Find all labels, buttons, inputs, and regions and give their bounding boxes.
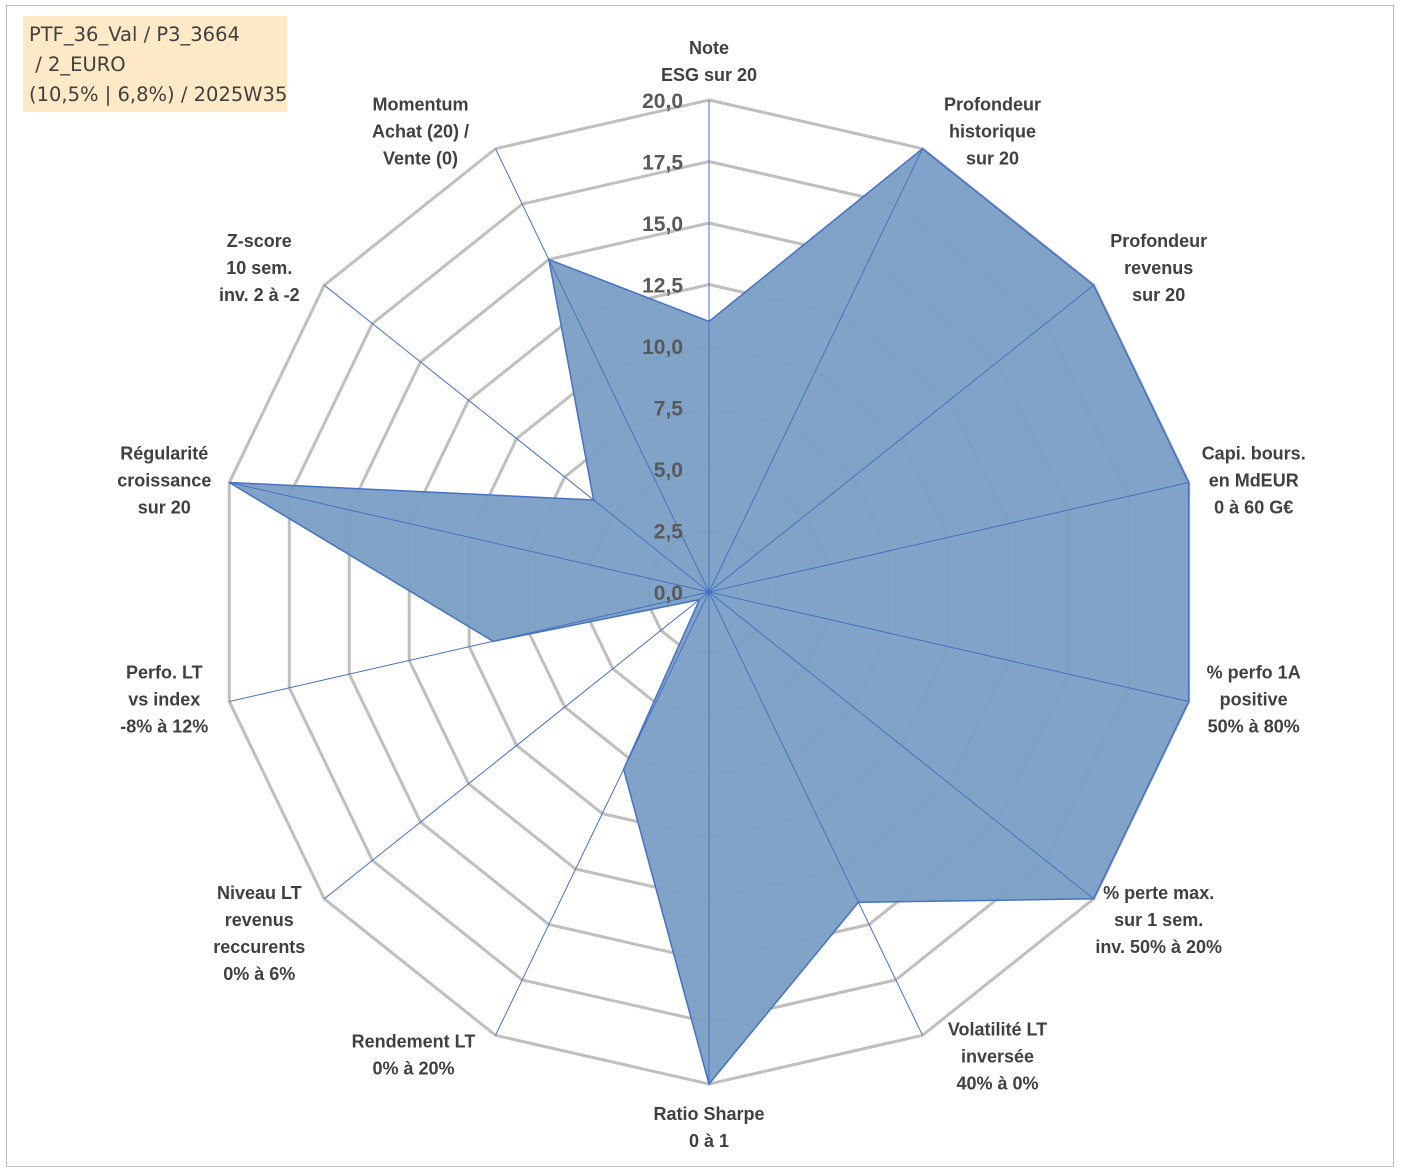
title-line-3: (10,5% | 6,8%) / 2025W35 — [29, 83, 288, 106]
spoke-9 — [323, 591, 710, 900]
axis-label-line: Capi. bours. — [1202, 444, 1306, 464]
tick-label-7: 17,5 — [642, 152, 683, 175]
axis-label-line: sur 20 — [1132, 285, 1185, 305]
tick-label-4: 10,0 — [642, 336, 683, 359]
axis-label-line: 10 sem. — [226, 258, 292, 278]
axis-label-line: Achat (20) / — [372, 122, 469, 142]
axis-label-line: % perfo 1A — [1207, 663, 1301, 683]
axis-label-line: inversée — [961, 1046, 1034, 1066]
axis-label-line: Z-score — [227, 231, 292, 251]
axis-label-5: % perte max. sur 1 sem. inv. 50% à 20% — [1095, 883, 1222, 957]
tick-label-8: 20,0 — [642, 90, 683, 113]
axis-label-line: Ratio Sharpe — [653, 1104, 764, 1124]
axis-label-line: 40% à 0% — [956, 1073, 1038, 1093]
axis-label-line: 0% à 6% — [223, 964, 295, 984]
axis-label-line: Momentum — [373, 95, 469, 115]
axis-label-line: sur 20 — [966, 149, 1019, 169]
axis-label-line: 0 à 1 — [689, 1131, 729, 1151]
axis-label-line: -8% à 12% — [120, 717, 208, 737]
axis-label-2: Profondeur revenus sur 20 — [1110, 231, 1207, 305]
axis-label-12: Z-score 10 sem. inv. 2 à -2 — [219, 231, 300, 305]
spoke-layer — [229, 100, 1189, 1084]
axis-label-line: Note — [689, 38, 729, 58]
axis-label-13: Momentum Achat (20) / Vente (0) — [372, 95, 469, 169]
spoke-11 — [229, 482, 710, 593]
axis-label-line: ESG sur 20 — [661, 65, 757, 85]
spoke-5 — [708, 591, 1095, 900]
spoke-13 — [495, 148, 710, 593]
axis-label-line: inv. 2 à -2 — [219, 285, 300, 305]
axis-label-6: Volatilité LT inversée 40% à 0% — [948, 1019, 1047, 1093]
axis-label-line: Volatilité LT — [948, 1019, 1047, 1039]
spoke-8 — [495, 591, 710, 1036]
tick-label-3: 7,5 — [654, 398, 684, 421]
title-line-2: / 2_EURO — [29, 53, 126, 76]
axis-label-line: revenus — [1124, 258, 1193, 278]
axis-label-line: croissance — [117, 471, 211, 491]
spoke-3 — [708, 482, 1189, 593]
axis-label-line: vs index — [128, 690, 200, 710]
axis-label-line: Niveau LT — [217, 883, 302, 903]
chart-title-box: PTF_36_Val / P3_3664 / 2_EURO (10,5% | 6… — [23, 16, 287, 112]
spoke-1 — [708, 148, 923, 593]
spoke-12 — [323, 284, 710, 593]
axis-label-9: Niveau LT revenus reccurents 0% à 6% — [213, 883, 305, 984]
label-layer: Note ESG sur 20 Profondeur historique sur 20… — [117, 38, 1305, 1151]
axis-label-line: positive — [1220, 690, 1288, 710]
axis-label-line: revenus — [225, 910, 294, 930]
axis-label-4: % perfo 1A positive 50% à 80% — [1207, 663, 1301, 737]
axis-label-1: Profondeur historique sur 20 — [944, 95, 1041, 169]
spoke-2 — [708, 284, 1095, 593]
axis-label-line: Vente (0) — [383, 149, 458, 169]
axis-label-line: reccurents — [213, 937, 305, 957]
axis-label-7: Ratio Sharpe 0 à 1 — [653, 1104, 764, 1151]
axis-label-3: Capi. bours. en MdEUR 0 à 60 G€ — [1202, 444, 1306, 518]
axis-label-line: Rendement LT — [352, 1031, 476, 1051]
axis-label-line: en MdEUR — [1209, 471, 1299, 491]
axis-label-line: sur 20 — [138, 498, 191, 518]
axis-label-11: Régularité croissance sur 20 — [117, 444, 211, 518]
tick-label-0: 0,0 — [654, 582, 683, 605]
spoke-6 — [708, 591, 923, 1036]
axis-label-line: 0 à 60 G€ — [1214, 498, 1293, 518]
tick-label-1: 2,5 — [654, 521, 684, 544]
axis-label-8: Rendement LT 0% à 20% — [352, 1031, 476, 1078]
tick-layer: 0,0 2,5 5,0 7,5 10,0 12,5 15,0 17,5 20,0 — [642, 90, 683, 605]
tick-label-2: 5,0 — [654, 459, 683, 482]
axis-label-10: Perfo. LT vs index -8% à 12% — [120, 663, 208, 737]
axis-label-line: Profondeur — [1110, 231, 1207, 251]
axis-label-line: Profondeur — [944, 95, 1041, 115]
tick-label-5: 12,5 — [642, 275, 683, 298]
axis-label-line: inv. 50% à 20% — [1095, 937, 1222, 957]
axis-label-0: Note ESG sur 20 — [661, 38, 757, 85]
axis-label-line: % perte max. — [1103, 883, 1214, 903]
axis-label-line: sur 1 sem. — [1114, 910, 1203, 930]
spoke-4 — [708, 591, 1189, 702]
tick-label-6: 15,0 — [642, 213, 683, 236]
axis-label-line: 50% à 80% — [1208, 717, 1300, 737]
axis-label-line: Perfo. LT — [126, 663, 203, 683]
title-line-1: PTF_36_Val / P3_3664 — [29, 23, 240, 46]
axis-label-line: 0% à 20% — [372, 1058, 454, 1078]
axis-label-line: Régularité — [120, 444, 208, 464]
spoke-10 — [229, 591, 710, 702]
axis-label-line: historique — [949, 122, 1036, 142]
